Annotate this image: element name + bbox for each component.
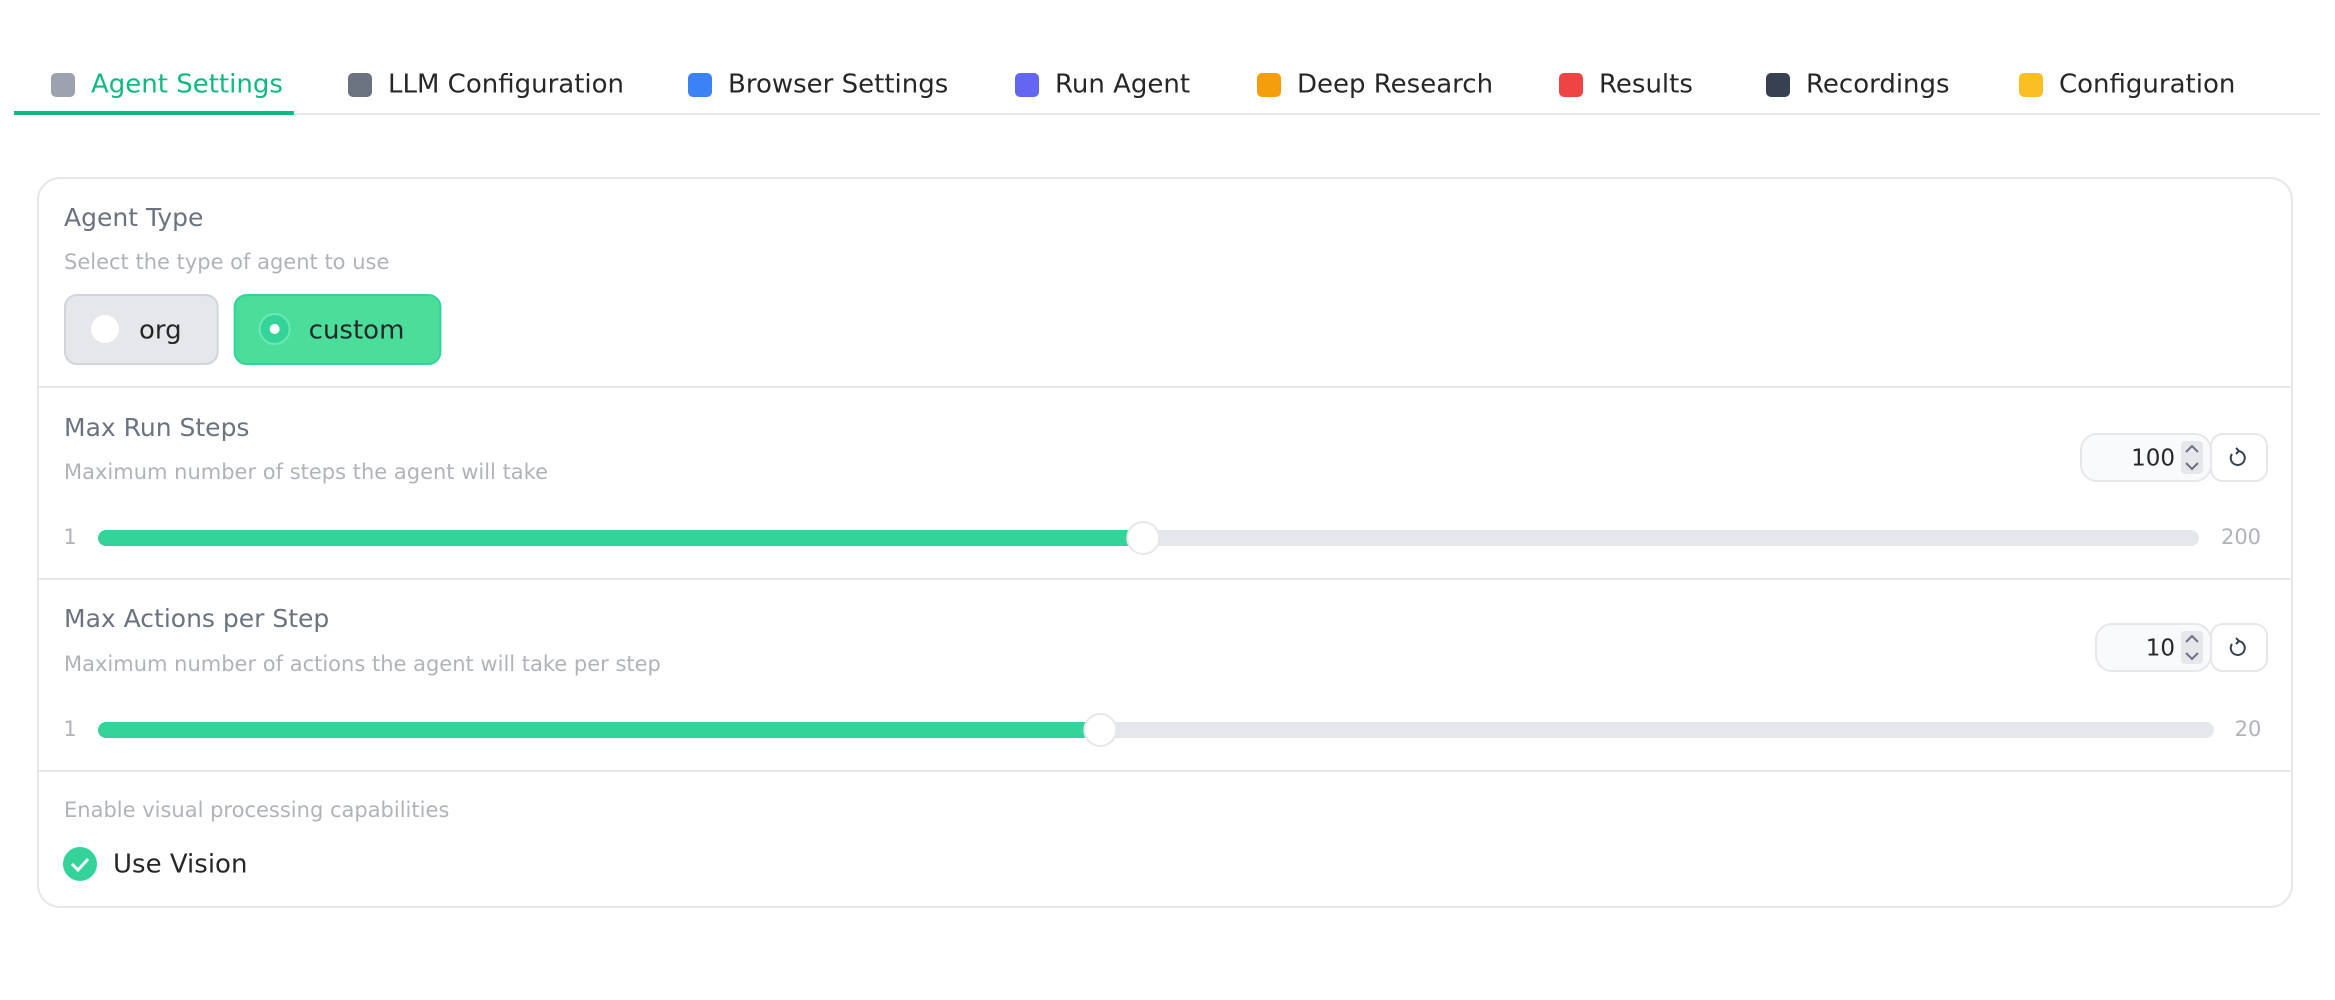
radio-option[interactable] bbox=[233, 294, 442, 365]
tab-label[interactable]: Run Agent bbox=[1055, 70, 1190, 100]
tab-label[interactable]: Recordings bbox=[1806, 70, 1950, 100]
spin-arrows bbox=[2185, 444, 2199, 471]
reset-icon bbox=[2229, 447, 2246, 466]
radio-label[interactable]: custom bbox=[309, 316, 405, 346]
number-value[interactable]: 10 bbox=[2146, 636, 2175, 662]
checkbox-info: Enable visual processing capabilities bbox=[64, 798, 449, 822]
tab-label[interactable]: Agent Settings bbox=[91, 70, 283, 100]
slider-min: 1 bbox=[63, 717, 76, 741]
tab-icon bbox=[688, 73, 712, 97]
radio-option[interactable] bbox=[64, 294, 219, 365]
tab-label[interactable]: Results bbox=[1599, 70, 1693, 100]
tab-icon bbox=[2019, 73, 2043, 97]
checkmark bbox=[70, 857, 90, 873]
tab-label[interactable]: Browser Settings bbox=[728, 70, 948, 100]
slider-fill bbox=[98, 722, 1101, 738]
spin-arrows bbox=[2185, 634, 2199, 661]
radio-label[interactable]: org bbox=[139, 316, 182, 346]
slider-info: Maximum number of actions the agent will… bbox=[64, 652, 661, 676]
tab-underline bbox=[14, 111, 294, 115]
section-info: Select the type of agent to use bbox=[64, 250, 389, 274]
checkbox[interactable] bbox=[63, 847, 97, 881]
slider-max: 200 bbox=[2221, 525, 2261, 549]
tab-label[interactable]: Deep Research bbox=[1297, 70, 1493, 100]
slider-min: 1 bbox=[63, 525, 76, 549]
slider-title: Max Actions per Step bbox=[64, 604, 329, 633]
tab-icon bbox=[1766, 73, 1790, 97]
slider-fill bbox=[98, 530, 1144, 546]
slider-thumb[interactable] bbox=[1083, 713, 1118, 747]
slider-info: Maximum number of steps the agent will t… bbox=[64, 460, 548, 484]
reset-button[interactable] bbox=[2210, 433, 2268, 482]
tab-icon bbox=[1257, 73, 1281, 97]
tab-icon bbox=[51, 73, 75, 97]
checkbox-label[interactable]: Use Vision bbox=[113, 850, 247, 880]
number-value[interactable]: 100 bbox=[2131, 446, 2175, 472]
radio-dot[interactable] bbox=[89, 313, 121, 345]
tab-label[interactable]: Configuration bbox=[2059, 70, 2235, 100]
tab-icon bbox=[1559, 73, 1583, 97]
reset-icon bbox=[2229, 637, 2246, 656]
section-title: Agent Type bbox=[64, 203, 203, 232]
tab-icon bbox=[1015, 73, 1039, 97]
slider-thumb[interactable] bbox=[1126, 521, 1161, 555]
reset-button[interactable] bbox=[2210, 623, 2268, 672]
slider-max: 20 bbox=[2235, 717, 2262, 741]
slider-title: Max Run Steps bbox=[64, 413, 249, 442]
radio-dot-inner bbox=[269, 324, 280, 334]
spin-button[interactable] bbox=[2181, 631, 2203, 664]
spin-button[interactable] bbox=[2181, 441, 2203, 474]
tab-label[interactable]: LLM Configuration bbox=[388, 70, 624, 100]
tab-icon bbox=[348, 73, 372, 97]
